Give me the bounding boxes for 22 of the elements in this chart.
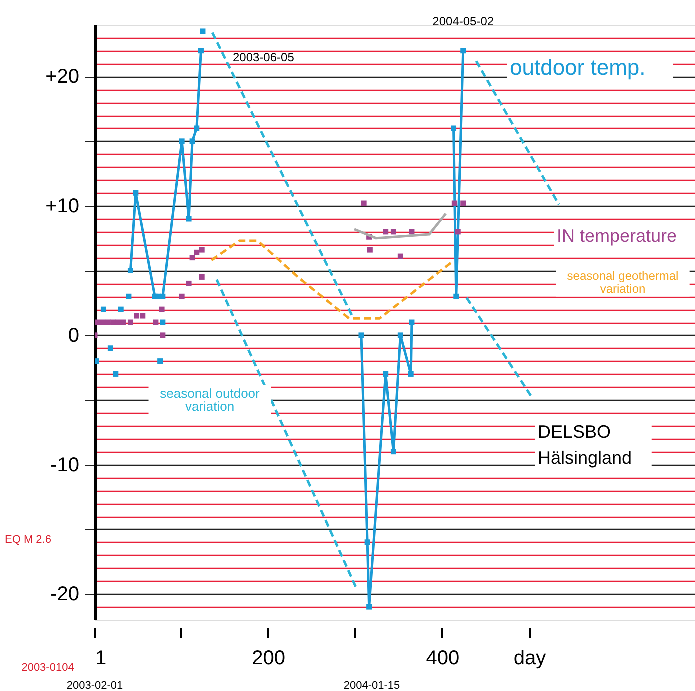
y-tick-label: +20 xyxy=(46,66,80,88)
text: outdoor temp. xyxy=(510,55,646,80)
text: 2004-01-15 xyxy=(344,680,400,691)
annotation: 2003-06-05 xyxy=(232,50,295,64)
y-tick-label: +10 xyxy=(46,196,80,218)
line-series xyxy=(353,212,448,240)
annotation: 2004-05-02 xyxy=(432,14,494,28)
x-tick-label: 400 xyxy=(426,648,460,670)
text: seasonal outdoor variation xyxy=(160,386,261,414)
text: 2003-0104 xyxy=(22,662,74,674)
text: IN temperature xyxy=(557,226,678,246)
y-tick-label: 0 xyxy=(68,324,80,347)
line-series xyxy=(210,240,452,320)
y-tick-label: -20 xyxy=(50,584,80,606)
text: EQ M 2.6 xyxy=(5,534,52,546)
annotation: DELSBO Hälsingland xyxy=(538,422,632,468)
text: 2003-02-01 xyxy=(66,680,124,691)
y-tick-label: -10 xyxy=(50,454,80,476)
x-tick-label: day xyxy=(514,648,546,670)
text: seasonal geothermal variation xyxy=(567,269,679,296)
x-tick-label: 200 xyxy=(252,648,286,670)
x-tick-label: 1 xyxy=(96,648,107,670)
